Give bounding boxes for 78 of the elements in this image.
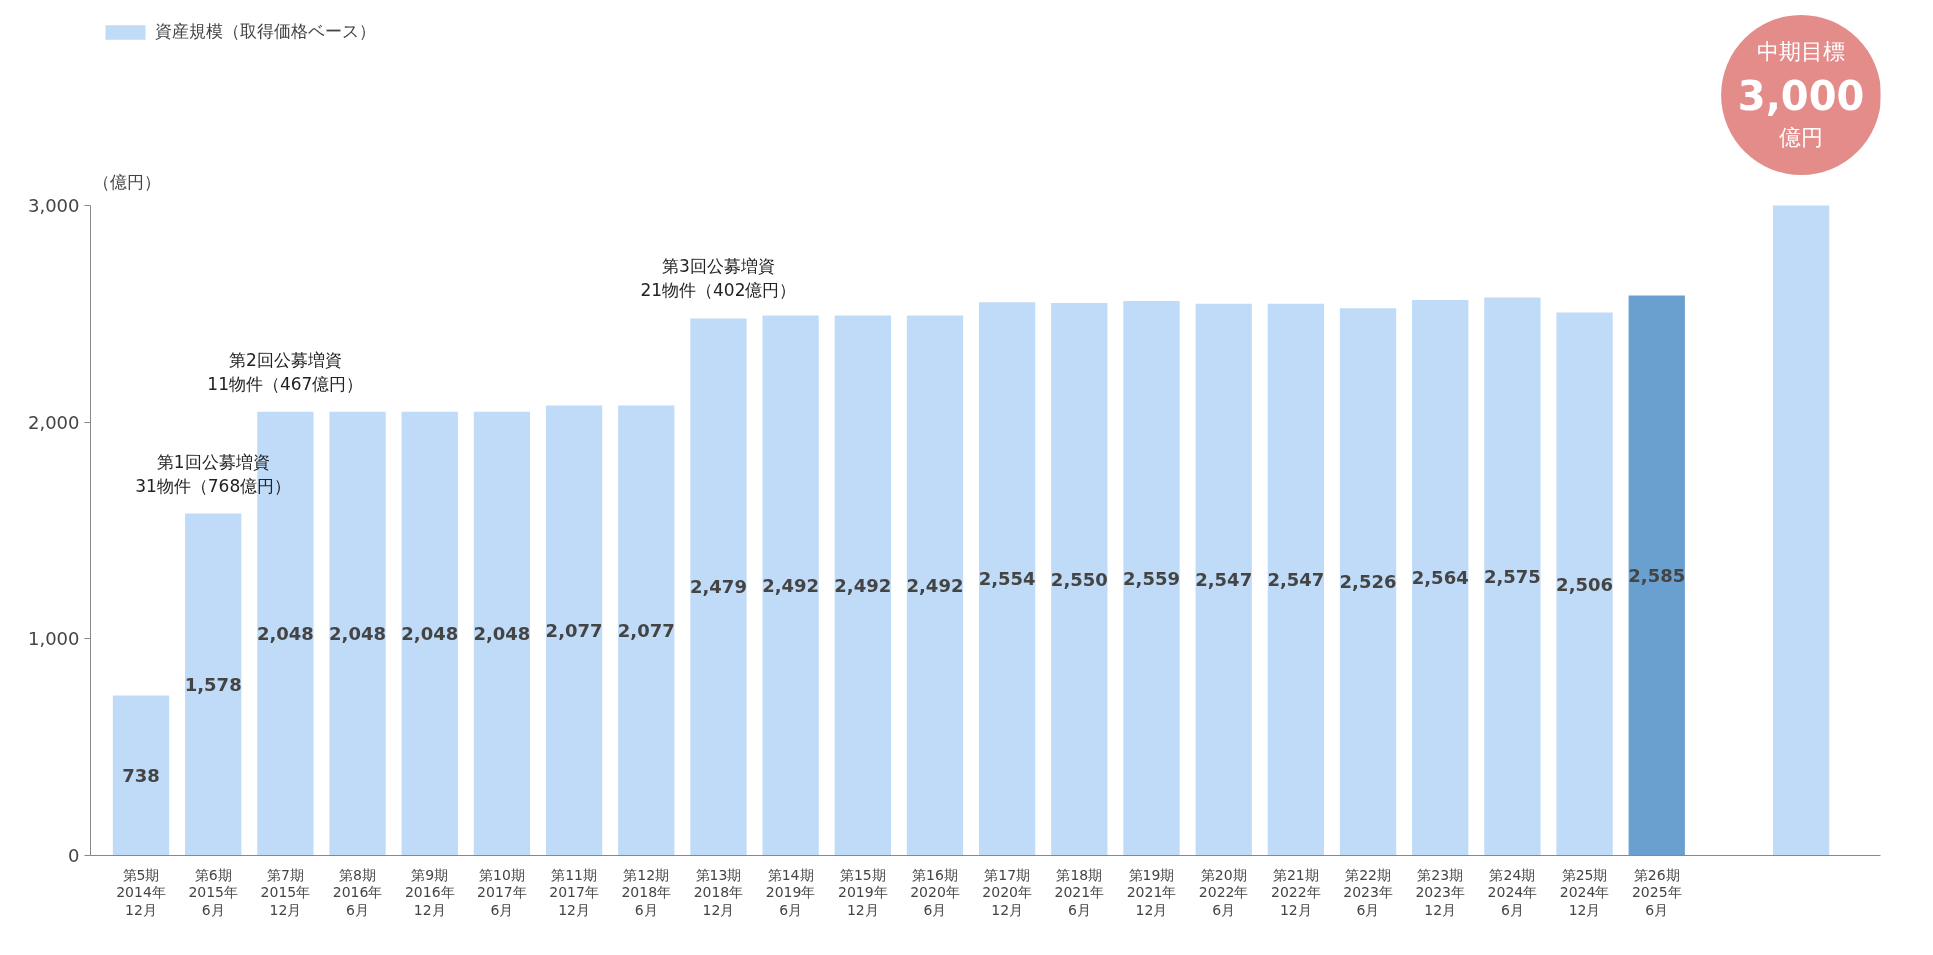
text: 3,000 <box>1737 73 1865 119</box>
bar <box>329 411 386 856</box>
y-tick-label: 1,000 <box>27 628 80 650</box>
bar <box>473 411 531 856</box>
x-tick-label: 第18期 2021年 6月 <box>1054 866 1105 918</box>
data-label: 2,585 <box>1628 564 1686 586</box>
x-tick-label: 第23期 2023年 12月 <box>1415 866 1466 918</box>
bar <box>834 315 891 856</box>
bar <box>401 411 458 856</box>
data-label: 2,554 <box>978 568 1036 590</box>
x-tick-label: 第15期 2019年 12月 <box>837 866 888 918</box>
x-tick-label: 第5期 2014年 12月 <box>116 866 166 918</box>
data-label: 2,077 <box>545 619 603 641</box>
bar <box>979 302 1036 856</box>
bar <box>906 315 964 856</box>
bar <box>690 318 747 856</box>
bar <box>1556 312 1613 856</box>
data-label: 2,077 <box>617 619 675 641</box>
data-label: 2,559 <box>1123 567 1180 589</box>
x-tick-label: 第10期 2017年 6月 <box>477 866 527 918</box>
y-tick-label: 3,000 <box>27 195 80 216</box>
bar <box>1772 205 1830 856</box>
data-label: 2,048 <box>256 623 314 645</box>
text: 中期目標 <box>1757 38 1846 64</box>
data-label: 2,492 <box>762 575 820 597</box>
data-label: 2,564 <box>1411 567 1469 589</box>
data-label: 738 <box>122 765 160 787</box>
x-tick-label: 第7期 2015年 12月 <box>260 866 311 918</box>
annotation: 第3回公募増資 21物件（402億円） <box>640 256 797 301</box>
x-tick-label: 第26期 2025年 6月 <box>1631 866 1682 918</box>
x-tick-label: 第13期 2018年 12月 <box>693 866 744 918</box>
x-tick-label: 第17期 2020年 12月 <box>982 866 1032 918</box>
data-label: 2,048 <box>329 623 387 645</box>
data-label: 2,048 <box>401 623 459 645</box>
bar <box>1051 303 1108 856</box>
x-tick-label: 第25期 2024年 12月 <box>1559 866 1610 918</box>
bar <box>1412 299 1469 856</box>
data-label: 2,479 <box>689 576 747 598</box>
bar <box>1267 303 1325 856</box>
y-axis-title: （億円） <box>92 171 161 192</box>
x-tick-label: 第12期 2018年 6月 <box>621 866 672 918</box>
data-label: 2,492 <box>906 575 964 597</box>
legend-label: 資産規模（取得価格ベース） <box>155 20 376 43</box>
x-tick-label: 第24期 2024年 6月 <box>1487 866 1538 918</box>
bar <box>545 405 603 856</box>
data-label: 2,048 <box>473 623 531 645</box>
annotation: 第2回公募増資 11物件（467億円） <box>207 349 364 394</box>
data-label: 2,492 <box>834 575 892 597</box>
bar <box>618 405 675 856</box>
text: 億円 <box>1779 124 1824 150</box>
x-tick-label: 第20期 2022年 6月 <box>1198 866 1249 918</box>
x-tick-label: 第19期 2021年 12月 <box>1126 866 1177 918</box>
y-tick-label: 0 <box>68 845 80 866</box>
data-label: 2,575 <box>1483 566 1541 588</box>
data-label: 2,547 <box>1267 569 1325 591</box>
x-tick-label: 第8期 2016年 6月 <box>332 866 383 918</box>
data-label: 2,506 <box>1556 573 1614 595</box>
x-tick-label: 第14期 2019年 6月 <box>765 866 816 918</box>
data-label: 2,547 <box>1195 569 1253 591</box>
x-tick-label: 第21期 2022年 12月 <box>1271 866 1321 918</box>
x-tick-label: 第16期 2020年 6月 <box>910 866 960 918</box>
bar <box>112 695 170 856</box>
y-tick-label: 2,000 <box>27 411 80 433</box>
x-tick-label: 第11期 2017年 12月 <box>549 866 599 918</box>
x-tick-label: 第6期 2015年 6月 <box>188 866 239 918</box>
bar <box>1628 295 1685 856</box>
data-label: 2,526 <box>1339 571 1397 593</box>
x-tick-label: 第9期 2016年 12月 <box>404 866 455 918</box>
bar <box>762 315 819 856</box>
bar <box>1195 303 1252 856</box>
bar <box>1484 297 1541 856</box>
bar <box>1123 301 1180 856</box>
data-label: 2,550 <box>1050 568 1108 590</box>
bar <box>185 513 242 856</box>
bar <box>1339 308 1397 856</box>
x-tick-label: 第22期 2023年 6月 <box>1343 866 1393 918</box>
annotation: 第1回公募増資 31物件（768億円） <box>135 451 292 496</box>
data-label: 1,578 <box>184 674 242 696</box>
